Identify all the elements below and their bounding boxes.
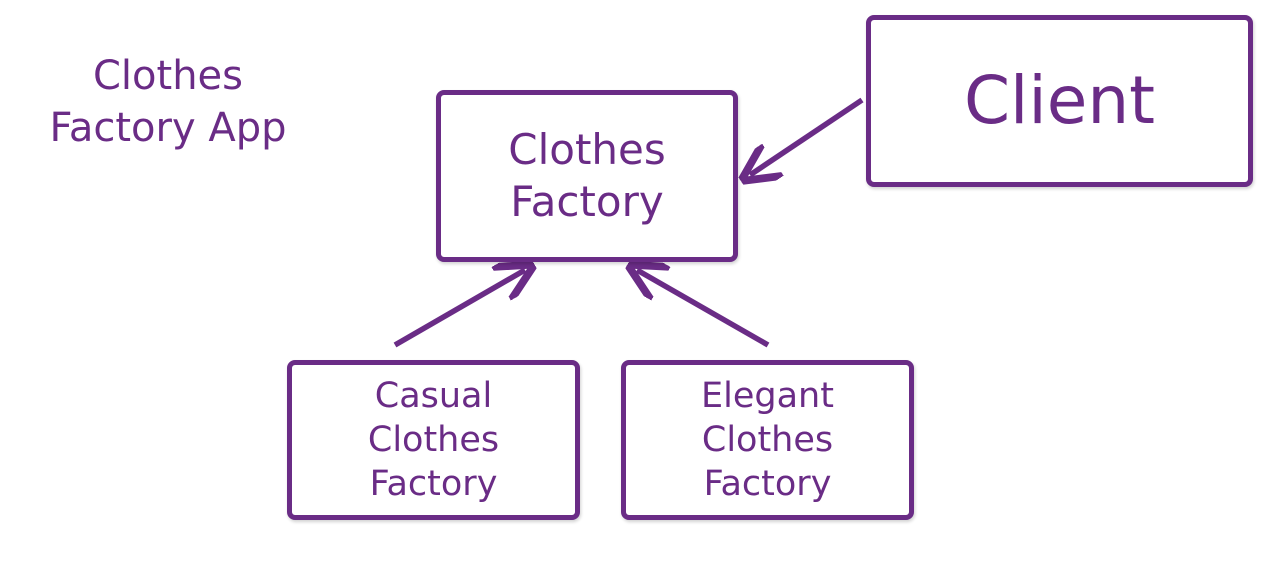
arrow-casual-to-factory	[393, 270, 525, 348]
elegant-label-line-2: Clothes	[701, 420, 834, 460]
arrow-client-to-factory	[750, 97, 864, 175]
elegant-label-line-1: Elegant	[701, 376, 834, 416]
casual-label-line-1: Casual	[374, 376, 493, 416]
arrow-elegant-to-factory	[637, 270, 770, 348]
casual-clothes-factory-box: Casual Clothes Factory	[287, 360, 580, 520]
diagram-title-line-2: Factory App	[49, 105, 287, 151]
casual-label-line-3: Factory	[369, 464, 498, 504]
clothes-factory-label-line-2: Factory	[510, 177, 664, 226]
client-box: Client	[866, 15, 1253, 187]
elegant-label-line-3: Factory	[703, 464, 832, 504]
elegant-clothes-factory-box: Elegant Clothes Factory	[621, 360, 914, 520]
client-label: Client	[963, 62, 1156, 139]
diagram-title: Clothes Factory App	[38, 50, 298, 154]
clothes-factory-label-line-1: Clothes	[508, 125, 666, 174]
casual-label-line-2: Clothes	[367, 420, 500, 460]
clothes-factory-box: Clothes Factory	[436, 90, 738, 262]
diagram-title-line-1: Clothes	[93, 53, 243, 99]
